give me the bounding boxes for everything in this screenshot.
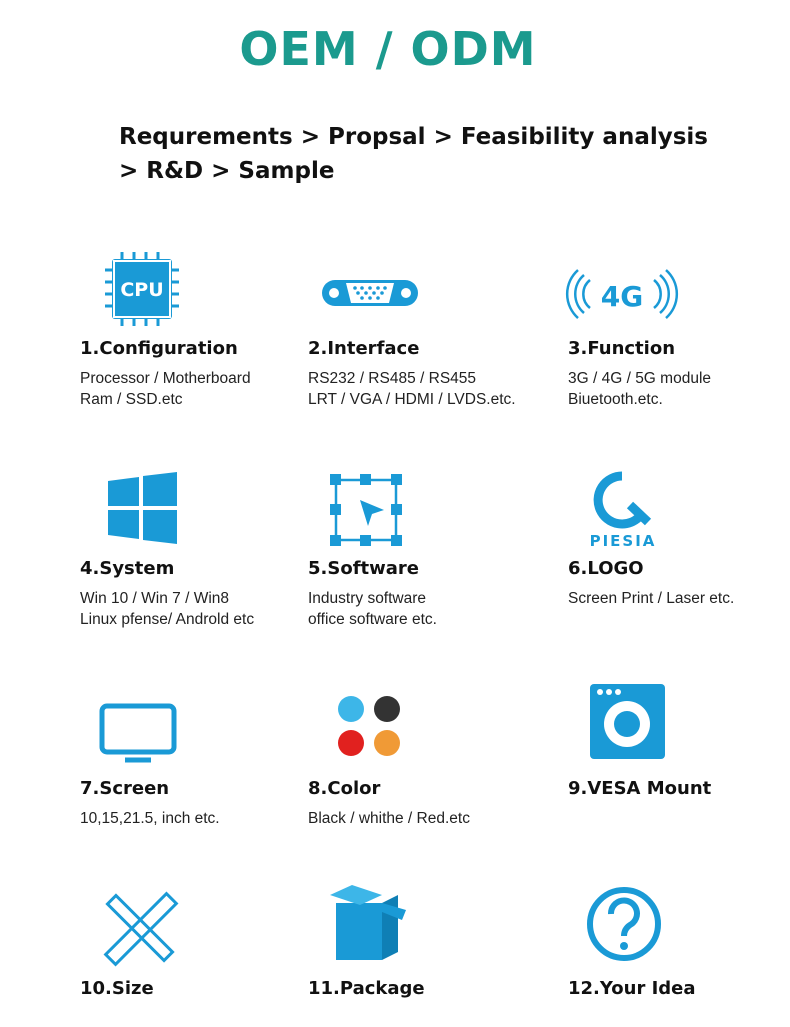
feature-title: 1.Configuration <box>80 338 238 359</box>
feature-detail: Win 10 / Win 7 / Win8 <box>80 590 230 607</box>
cpu-icon: CPU <box>105 252 179 326</box>
package-icon <box>330 885 406 960</box>
interface-icon <box>322 280 418 306</box>
feature-title: 8.Color <box>308 778 381 799</box>
feature-detail: Black / whithe / Red.etc <box>308 810 470 827</box>
feature-item: 11.Package <box>308 978 538 1008</box>
feature-title: 2.Interface <box>308 338 420 359</box>
size-icon <box>103 891 179 967</box>
feature-item: 2.Interface RS232 / RS485 / RS455 LRT / VG… <box>308 338 538 410</box>
feature-item: 7.Screen 10,15,21.5, inch etc. <box>80 778 310 829</box>
feature-detail: 3G / 4G / 5G module <box>568 370 712 387</box>
feature-detail: Ram / SSD.etc <box>80 391 183 408</box>
feature-title: 5.Software <box>308 558 419 579</box>
feature-detail: Biuetooth.etc. <box>568 391 663 408</box>
feature-title: 3.Function <box>568 338 676 359</box>
idea-icon <box>587 887 661 961</box>
software-icon <box>330 474 402 546</box>
feature-detail: Industry software <box>308 590 427 607</box>
feature-detail: Screen Print / Laser etc. <box>568 590 735 607</box>
feature-detail: 10,15,21.5, inch etc. <box>80 810 220 827</box>
feature-title: 7.Screen <box>80 778 170 799</box>
color-icon <box>338 696 400 756</box>
feature-detail: Processor / Motherboard <box>80 370 251 387</box>
feature-detail: office software etc. <box>308 611 437 628</box>
feature-detail: Linux pfense/ Androld etc <box>80 611 255 628</box>
page-title: OEM / ODM <box>239 22 537 76</box>
feature-item: 3.Function 3G / 4G / 5G module Biuetooth.e… <box>568 338 790 410</box>
system-icon <box>108 472 177 544</box>
function-icon: 4G <box>565 269 679 319</box>
vesa-icon <box>590 684 665 759</box>
cpu-label: CPU <box>120 279 163 301</box>
feature-title: 9.VESA Mount <box>568 778 712 799</box>
feature-item: 5.Software Industry software office softwa… <box>308 558 538 630</box>
screen-icon <box>99 703 177 763</box>
feature-item: 4.System Win 10 / Win 7 / Win8 Linux pfens… <box>80 558 310 630</box>
feature-item: 9.VESA Mount <box>568 778 790 808</box>
network-label: 4G <box>601 280 643 313</box>
feature-title: 12.Your Idea <box>568 978 696 999</box>
feature-item: 6.LOGO Screen Print / Laser etc. <box>568 558 790 609</box>
feature-item: 10.Size <box>80 978 310 1008</box>
feature-item: 1.Configuration Processor / Motherboard Ra… <box>80 338 310 410</box>
feature-title: 11.Package <box>308 978 425 999</box>
feature-detail: LRT / VGA / HDMI / LVDS.etc. <box>308 391 516 408</box>
feature-title: 10.Size <box>80 978 154 999</box>
logo-label: PIESIA <box>590 532 657 550</box>
logo-icon: PIESIA <box>590 471 657 550</box>
feature-title: 6.LOGO <box>568 558 644 579</box>
feature-item: 12.Your Idea <box>568 978 790 1008</box>
feature-detail: RS232 / RS485 / RS455 <box>308 370 477 387</box>
feature-item: 8.Color Black / whithe / Red.etc <box>308 778 538 829</box>
process-flow: Requrements > Propsal > Feasibility anal… <box>119 124 708 184</box>
feature-title: 4.System <box>80 558 175 579</box>
